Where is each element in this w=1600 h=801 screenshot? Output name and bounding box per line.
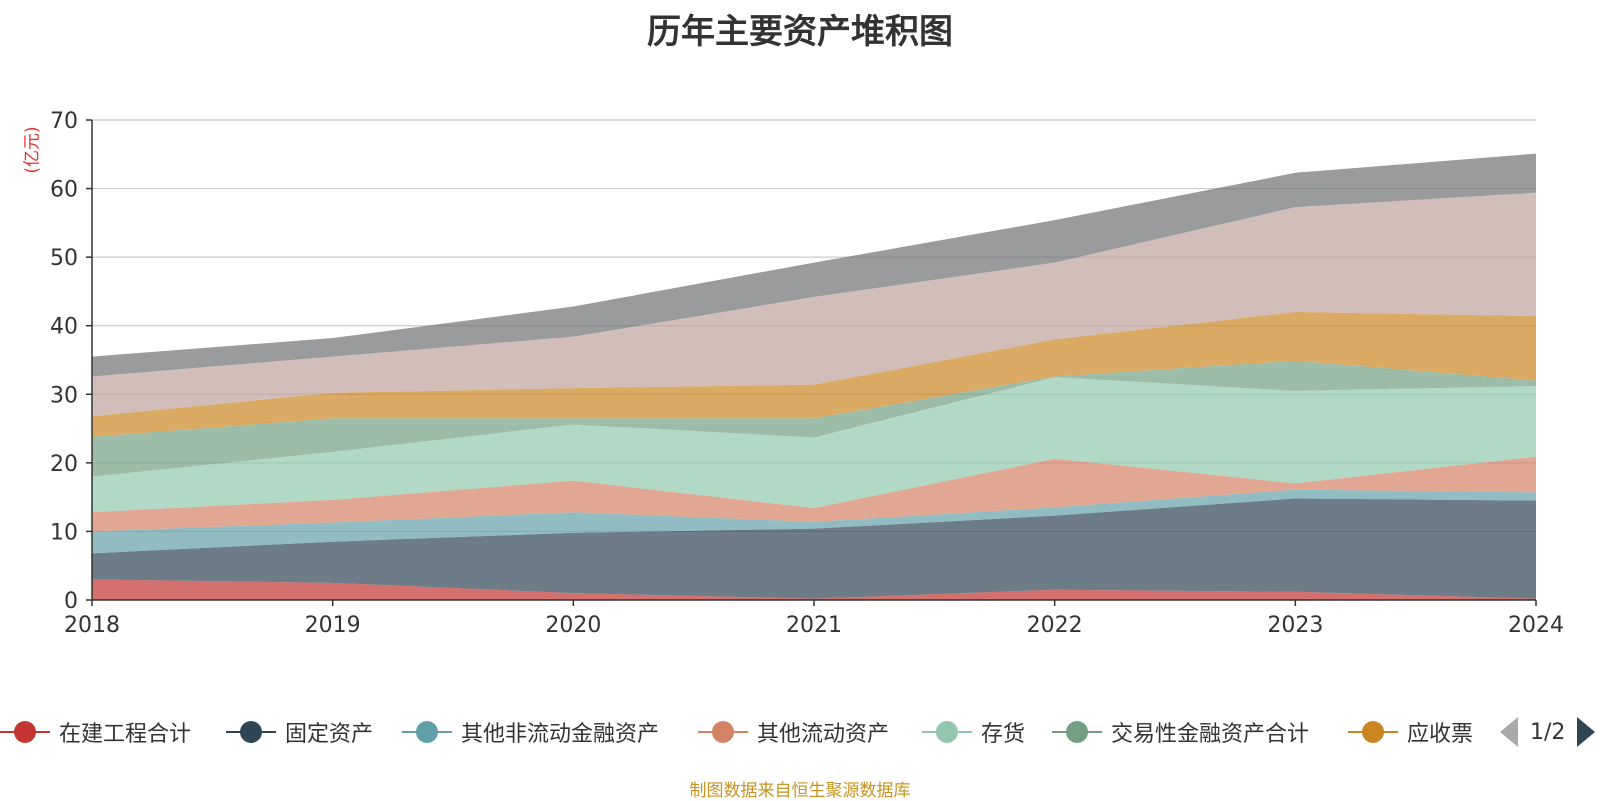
legend-pager: 1/2 xyxy=(1500,712,1596,752)
legend-label: 在建工程合计 xyxy=(59,722,192,747)
y-tick-label: 20 xyxy=(50,452,78,477)
area-series-group xyxy=(92,153,1536,600)
legend-marker-icon xyxy=(402,717,452,747)
area-series-5[interactable] xyxy=(92,377,1536,513)
y-tick-label: 60 xyxy=(50,178,78,203)
triangle-right-icon[interactable] xyxy=(1577,717,1596,747)
legend-item[interactable]: 其他流动资产 xyxy=(698,712,889,752)
legend: 在建工程合计 固定资产 其他非流动金融资产 其他流动资产 存货 交易性金融资产合计 应收票 xyxy=(0,712,1600,752)
y-tick-label: 40 xyxy=(50,315,78,340)
axes: 0 10 20 30 40 50 60 70 2018 2019 2020 2021 2022 2023 2… xyxy=(50,109,1564,638)
legend-item[interactable]: 在建工程合计 xyxy=(0,712,191,752)
stacked-area-chart: 0 10 20 30 40 50 60 70 2018 2019 2020 2021 2022 2023 2… xyxy=(50,109,1564,638)
x-tick-label: 2022 xyxy=(1027,613,1083,638)
area-series-3[interactable] xyxy=(92,489,1536,554)
y-tick-label: 50 xyxy=(50,246,78,271)
legend-item[interactable]: 存货 xyxy=(922,712,1025,752)
y-tick-label: 10 xyxy=(50,520,78,545)
legend-marker-icon xyxy=(922,717,972,747)
area-series-2[interactable] xyxy=(92,498,1536,599)
area-series-9[interactable] xyxy=(92,153,1536,377)
legend-page-indicator: 1/2 xyxy=(1530,719,1566,745)
x-tick-label: 2018 xyxy=(64,613,120,638)
legend-item[interactable]: 固定资产 xyxy=(226,712,373,752)
triangle-left-icon[interactable] xyxy=(1500,717,1518,747)
legend-label: 交易性金融资产合计 xyxy=(1111,722,1310,747)
legend-marker-icon xyxy=(698,717,748,747)
area-series-1[interactable] xyxy=(92,579,1536,600)
legend-label: 应收票 xyxy=(1407,722,1474,747)
legend-item[interactable]: 其他非流动金融资产 xyxy=(402,712,659,752)
area-series-8[interactable] xyxy=(92,192,1536,417)
legend-label: 其他流动资产 xyxy=(757,722,890,747)
x-tick-label: 2019 xyxy=(305,613,361,638)
legend-label: 其他非流动金融资产 xyxy=(461,722,660,747)
legend-marker-icon xyxy=(0,717,50,747)
chart-title: 历年主要资产堆积图 xyxy=(647,12,953,52)
y-tick-label: 30 xyxy=(50,383,78,408)
y-tick-label: 0 xyxy=(64,589,78,614)
legend-label: 固定资产 xyxy=(285,722,374,747)
area-series-4[interactable] xyxy=(92,456,1536,532)
x-tick-label: 2024 xyxy=(1508,613,1564,638)
legend-label: 存货 xyxy=(981,722,1026,747)
data-source-note: 制图数据来自恒生聚源数据库 xyxy=(689,781,911,801)
x-tick-label: 2023 xyxy=(1267,613,1323,638)
x-tick-label: 2021 xyxy=(786,613,842,638)
legend-item[interactable]: 应收票 xyxy=(1348,712,1473,752)
legend-item[interactable]: 交易性金融资产合计 xyxy=(1052,712,1309,752)
y-tick-label: 70 xyxy=(50,109,78,134)
legend-marker-icon xyxy=(1052,717,1102,747)
x-tick-label: 2020 xyxy=(545,613,601,638)
area-series-7[interactable] xyxy=(92,312,1536,437)
area-series-6[interactable] xyxy=(92,360,1536,477)
legend-marker-icon xyxy=(1348,717,1398,747)
legend-marker-icon xyxy=(226,717,276,747)
